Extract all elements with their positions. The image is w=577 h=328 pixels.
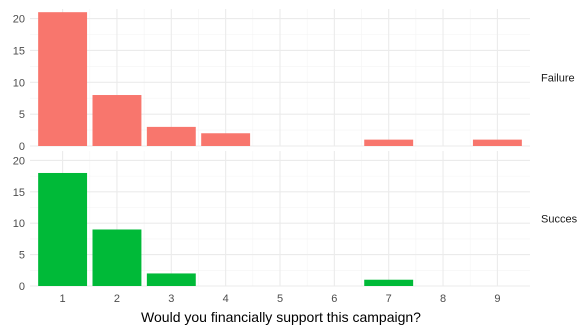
x-axis-title: Would you financially support this campa…: [141, 309, 421, 325]
y-tick-label: 15: [13, 45, 25, 57]
x-tick-label: 7: [386, 293, 392, 305]
y-tick-label: 0: [19, 281, 25, 293]
y-tick-label: 5: [19, 250, 25, 262]
chart-panels: 0 5 10 15 20 Failure 0 5 10 15 20 Success 1 2 3 4 5 6 7 8 9: [13, 9, 577, 305]
x-tick-label: 2: [114, 293, 120, 305]
y-tick-label: 15: [13, 187, 25, 199]
y-tick-label: 20: [13, 14, 25, 26]
y-tick-label: 10: [13, 77, 25, 89]
x-tick-label: 6: [331, 293, 337, 305]
bar-success-3: [146, 273, 196, 286]
panel-failure: 0 5 10 15 20 Failure: [13, 9, 575, 153]
bar-failure-1: [38, 12, 88, 146]
panel-success: 0 5 10 15 20 Success: [13, 151, 577, 293]
bar-success-2: [92, 229, 142, 286]
bar-failure-9: [472, 139, 522, 146]
x-tick-label: 9: [494, 293, 500, 305]
y-tick-label: 0: [19, 141, 25, 153]
bar-success-1: [38, 172, 88, 286]
bar-success-7: [364, 279, 414, 286]
bar-failure-2: [92, 95, 142, 146]
facet-label-failure: Failure: [541, 73, 575, 85]
x-tick-label: 5: [277, 293, 283, 305]
x-tick-label: 1: [60, 293, 66, 305]
x-tick-label: 8: [440, 293, 446, 305]
y-tick-label: 5: [19, 109, 25, 121]
x-tick-label: 3: [168, 293, 174, 305]
bar-failure-7: [364, 139, 414, 146]
x-tick-label: 4: [223, 293, 229, 305]
bar-failure-4: [201, 133, 251, 146]
facet-label-success: Success: [541, 214, 577, 226]
y-tick-label: 20: [13, 155, 25, 167]
bar-failure-3: [146, 126, 196, 146]
y-tick-label: 10: [13, 218, 25, 230]
